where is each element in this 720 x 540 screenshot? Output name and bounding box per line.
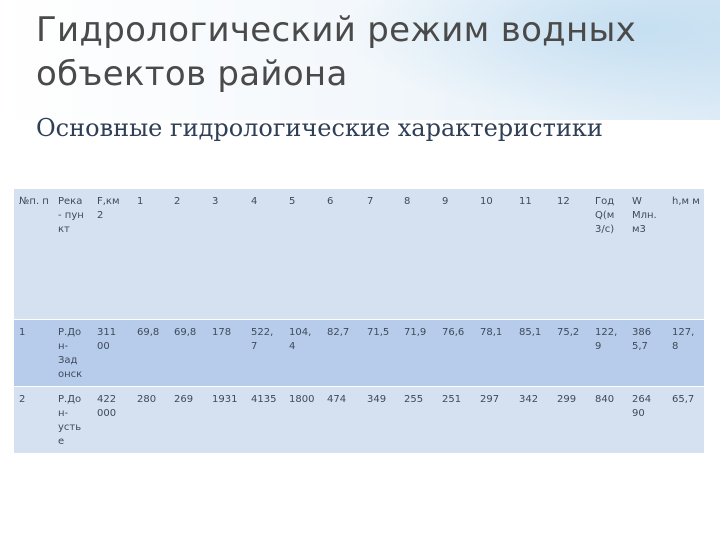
header-cell: 2 xyxy=(169,189,207,320)
table-cell: Р.До н- Зад онск xyxy=(53,319,92,387)
table-cell: 422 000 xyxy=(92,386,132,454)
table-header-row: №п. п Река - пун кт F,км 2 1 2 3 4 5 6 7… xyxy=(14,189,704,320)
header-cell: h,м м xyxy=(667,189,704,320)
table-cell: 122, 9 xyxy=(590,319,627,387)
header-cell: 4 xyxy=(246,189,284,320)
hydrology-table-container: №п. п Река - пун кт F,км 2 1 2 3 4 5 6 7… xyxy=(14,189,704,454)
table-cell: 840 xyxy=(590,386,627,454)
header-cell: 1 xyxy=(132,189,169,320)
header-cell: Год Q(м 3/с) xyxy=(590,189,627,320)
table-cell: 264 90 xyxy=(627,386,667,454)
table-cell: 69,8 xyxy=(132,319,169,387)
table-cell: 2 xyxy=(14,386,53,454)
table-cell: 311 00 xyxy=(92,319,132,387)
header-cell: 5 xyxy=(284,189,322,320)
table-cell: 71,5 xyxy=(362,319,399,387)
table-row: 2 Р.До н- усть е 422 000 280 269 1931 41… xyxy=(14,386,704,454)
header-cell: 12 xyxy=(552,189,590,320)
header-cell: W Млн. м3 xyxy=(627,189,667,320)
slide-title: Гидрологический режим водных объектов ра… xyxy=(36,10,637,94)
table-cell: 4135 xyxy=(246,386,284,454)
table-cell: 299 xyxy=(552,386,590,454)
table-cell: 280 xyxy=(132,386,169,454)
table-cell: 104, 4 xyxy=(284,319,322,387)
hydrology-table: №п. п Река - пун кт F,км 2 1 2 3 4 5 6 7… xyxy=(14,189,704,454)
table-cell: 127, 8 xyxy=(667,319,704,387)
header-cell: 11 xyxy=(514,189,552,320)
table-cell: Р.До н- усть е xyxy=(53,386,92,454)
table-cell: 297 xyxy=(475,386,514,454)
header-cell: №п. п xyxy=(14,189,53,320)
header-cell: 3 xyxy=(207,189,246,320)
table-cell: 349 xyxy=(362,386,399,454)
table-cell: 65,7 xyxy=(667,386,704,454)
header-cell: F,км 2 xyxy=(92,189,132,320)
table-cell: 522, 7 xyxy=(246,319,284,387)
table-cell: 251 xyxy=(437,386,475,454)
table-cell: 178 xyxy=(207,319,246,387)
table-cell: 255 xyxy=(399,386,437,454)
table-cell: 386 5,7 xyxy=(627,319,667,387)
table-cell: 1931 xyxy=(207,386,246,454)
table-cell: 85,1 xyxy=(514,319,552,387)
table-cell: 69,8 xyxy=(169,319,207,387)
header-cell: 6 xyxy=(322,189,362,320)
header-cell: 9 xyxy=(437,189,475,320)
table-cell: 75,2 xyxy=(552,319,590,387)
header-cell: Река - пун кт xyxy=(53,189,92,320)
table-cell: 76,6 xyxy=(437,319,475,387)
table-cell: 78,1 xyxy=(475,319,514,387)
table-cell: 342 xyxy=(514,386,552,454)
slide-subtitle: Основные гидрологические характеристики xyxy=(36,114,603,142)
table-cell: 82,7 xyxy=(322,319,362,387)
header-cell: 10 xyxy=(475,189,514,320)
header-cell: 8 xyxy=(399,189,437,320)
table-cell: 474 xyxy=(322,386,362,454)
table-cell: 269 xyxy=(169,386,207,454)
table-cell: 1 xyxy=(14,319,53,387)
table-row: 1 Р.До н- Зад онск 311 00 69,8 69,8 178 … xyxy=(14,319,704,387)
header-background xyxy=(0,0,720,120)
table-cell: 71,9 xyxy=(399,319,437,387)
header-cell: 7 xyxy=(362,189,399,320)
table-cell: 1800 xyxy=(284,386,322,454)
